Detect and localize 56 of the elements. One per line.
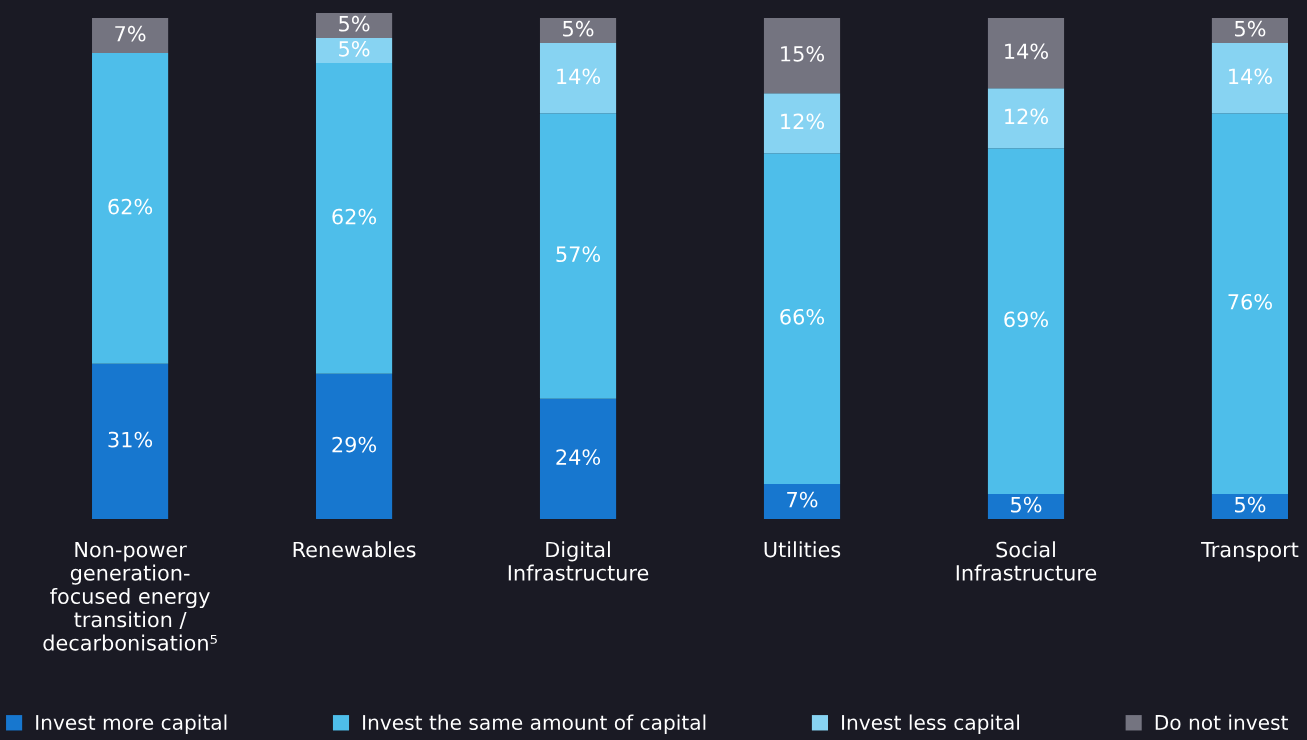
bar	[315, 373, 393, 520]
bar	[539, 43, 617, 114]
bar	[315, 38, 393, 64]
bar	[1211, 113, 1289, 494]
data-label: 14%	[557, 68, 601, 85]
x-tick-label: Digital Infrastructure	[508, 541, 649, 581]
bar	[539, 18, 617, 44]
bar	[92, 53, 169, 364]
data-label: 14%	[1229, 68, 1272, 85]
data-label: 7%	[115, 25, 146, 42]
bar	[92, 18, 169, 54]
legend-label: Do not invest	[1155, 714, 1288, 731]
bar	[763, 18, 841, 94]
x-tick-label: Renewables	[293, 541, 416, 558]
bar	[987, 88, 1065, 149]
bar	[539, 113, 617, 399]
bar	[539, 398, 617, 520]
data-label: 5%	[1011, 496, 1042, 513]
bar	[1211, 493, 1289, 520]
data-label: 62%	[108, 198, 153, 215]
data-label: 31%	[108, 431, 153, 448]
data-label: 66%	[780, 308, 825, 325]
data-label: 5%	[339, 40, 370, 57]
data-label: 57%	[556, 246, 601, 263]
legend-label: Invest more capital	[36, 714, 227, 734]
bar	[315, 13, 393, 39]
data-label: 5%	[1235, 20, 1266, 37]
data-label: 62%	[332, 208, 377, 225]
data-label: 12%	[1005, 108, 1048, 125]
data-label: 5%	[1235, 496, 1266, 513]
data-label: 76%	[1228, 293, 1272, 310]
data-label: 15%	[781, 45, 825, 62]
data-label: 14%	[1005, 43, 1048, 60]
data-label: 5%	[339, 15, 370, 32]
bar	[763, 93, 841, 154]
data-label: 12%	[781, 113, 825, 130]
bar	[763, 483, 841, 520]
legend-label: Invest the same amount of capital	[363, 714, 706, 734]
x-tick-label: Utilities	[764, 541, 841, 558]
bar	[1211, 43, 1289, 114]
data-label: 5%	[563, 20, 594, 37]
bar	[763, 153, 841, 484]
data-label: 29%	[332, 436, 377, 453]
x-tick-label: Social Infrastructure	[956, 541, 1097, 581]
data-label: 24%	[556, 449, 601, 465]
bar	[1211, 18, 1289, 44]
bar	[315, 63, 393, 374]
data-label: 7%	[787, 491, 818, 508]
bar	[92, 363, 169, 520]
legend-label: Invest less capital	[842, 714, 1019, 734]
bar	[987, 493, 1065, 520]
x-tick-label: Transport	[1201, 541, 1299, 562]
bar	[987, 18, 1065, 89]
bar	[987, 148, 1065, 494]
x-tick-label: Non-power generation- focused energy transition / decarbonisation⁵	[43, 541, 217, 651]
data-label: 69%	[1004, 311, 1048, 328]
